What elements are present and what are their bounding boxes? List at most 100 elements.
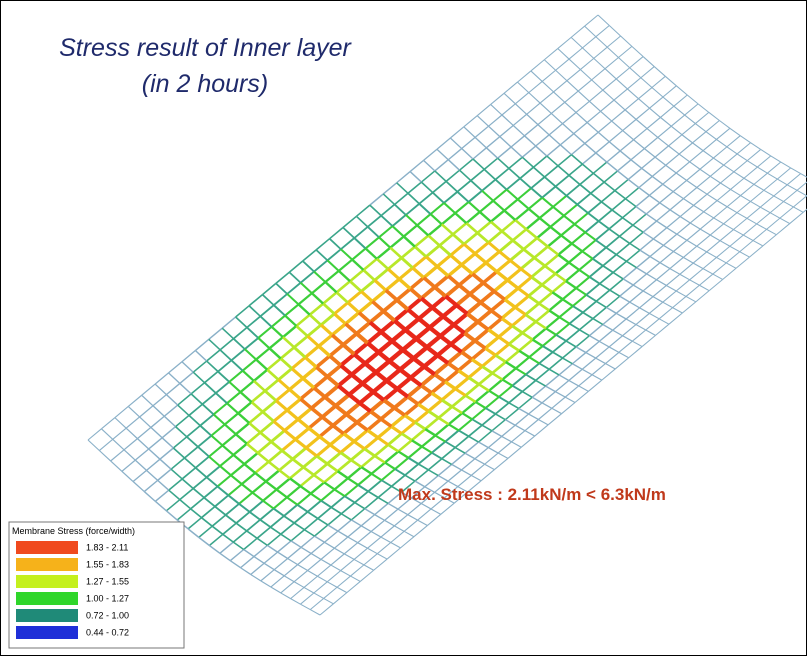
mesh-line [336,395,349,406]
mesh-line [571,37,582,48]
mesh-line [245,338,258,349]
mesh-line [508,447,521,458]
mesh-line [358,474,371,485]
mesh-line [633,214,646,225]
mesh-line [382,469,395,480]
mesh-line [596,37,607,47]
mesh-line [364,554,377,565]
mesh-line [395,310,408,321]
mesh-line [610,279,623,290]
mesh-line [488,436,501,447]
mesh-line [643,280,656,291]
legend-label: 0.72 - 1.00 [86,610,129,620]
mesh-line [754,184,764,190]
mesh-line [158,469,171,480]
mesh-line [486,252,499,263]
mesh-line [603,90,614,100]
mesh-line [475,242,488,253]
mesh-line [757,156,770,167]
mesh-line [574,134,585,144]
mesh-line [331,554,344,565]
mesh-line [266,481,277,489]
mesh-line [122,460,135,471]
mesh-line [687,169,700,180]
mesh-line [169,490,180,499]
mesh-line [354,343,367,354]
mesh-line [607,151,620,162]
mesh-line [623,218,633,225]
mesh-line [545,166,558,177]
mesh-line [320,604,333,615]
mesh-line [509,168,520,178]
mesh-line [606,248,616,255]
mesh-line [646,203,659,214]
mesh-line [609,26,620,36]
mesh-line [391,543,401,548]
mesh-line [274,305,285,315]
mesh-line [455,378,468,389]
mesh-line [604,182,615,191]
mesh-line [669,135,682,146]
mesh-line [727,207,737,213]
mesh-line [371,532,381,538]
mesh-line [693,263,703,269]
mesh-line [274,497,287,508]
mesh-line [262,283,275,294]
mesh-line [414,347,427,358]
mesh-line [202,404,213,414]
mesh-line [341,571,351,576]
mesh-line [218,475,231,486]
mesh-line [402,434,412,441]
mesh-line [432,382,445,393]
mesh-line [354,430,367,441]
mesh-line [630,68,641,78]
mesh-line [515,414,528,425]
mesh-line [370,194,383,205]
mesh-line [182,351,195,362]
mesh-line [533,167,544,177]
mesh-line [652,165,665,176]
mesh-line [593,319,603,325]
mesh-line [265,380,278,391]
mesh-line [401,537,414,548]
mesh-line [88,440,99,451]
mesh-line [475,341,485,348]
mesh-line [485,453,498,464]
mesh-line [390,248,401,258]
mesh-line [547,156,558,166]
mesh-line [579,259,592,270]
mesh-line [614,89,627,100]
mesh-line [713,158,723,165]
mesh-line [500,137,511,147]
mesh-line [169,373,180,384]
mesh-line [657,210,670,221]
mesh-line [267,359,280,370]
mesh-line [609,131,622,142]
mesh-line [147,459,160,470]
mesh-line [519,351,529,357]
mesh-line [737,154,747,161]
mesh-line [308,325,321,336]
mesh-line [481,291,494,302]
mesh-line [258,327,271,338]
mesh-line [640,308,650,314]
mesh-line [630,291,643,302]
mesh-line [435,424,448,435]
mesh-line [452,464,462,470]
mesh-line [606,307,616,313]
mesh-line [331,507,341,513]
mesh-line [234,327,247,338]
mesh-line [373,392,384,400]
mesh-line [426,246,439,257]
mesh-line [663,97,674,106]
mesh-line [238,413,249,423]
mesh-line [619,352,629,357]
mesh-line [462,265,473,274]
mesh-line [539,363,549,369]
mesh-line [402,422,415,433]
mesh-line [314,525,327,536]
mesh-line [793,196,806,207]
mesh-line [363,372,376,383]
mesh-line [647,129,658,138]
mesh-line [549,299,562,310]
